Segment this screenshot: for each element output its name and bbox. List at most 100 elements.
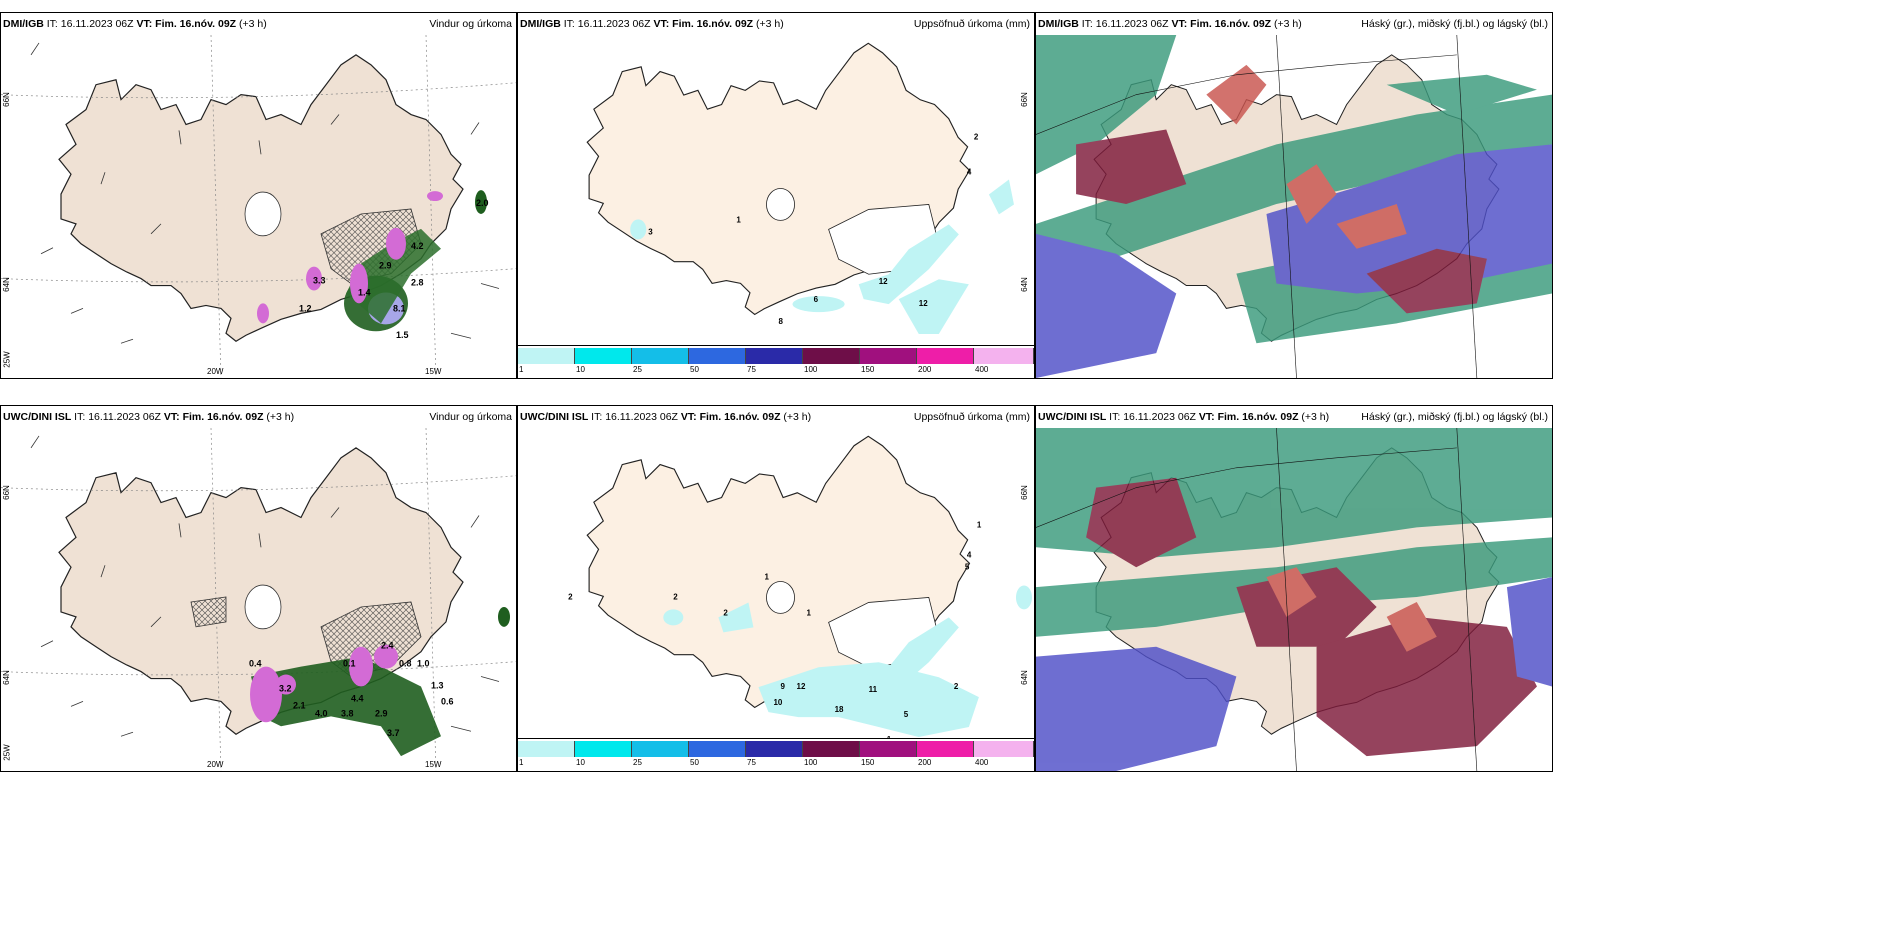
lat-label: 66N bbox=[1020, 92, 1030, 107]
accum-label: 1 bbox=[764, 573, 769, 582]
precip-label: 3.3 bbox=[313, 276, 326, 286]
precip-label: 1.0 bbox=[417, 659, 430, 669]
accum-label: 1 bbox=[736, 215, 741, 224]
lat-label: 64N bbox=[1020, 277, 1030, 292]
model-name: UWC/DINI ISL bbox=[3, 411, 72, 423]
panel-title: Vindur og úrkoma bbox=[429, 411, 512, 423]
accum-label: 3 bbox=[648, 227, 653, 236]
colorbar-segment bbox=[746, 348, 803, 364]
colorbar-segment bbox=[860, 348, 917, 364]
accum-label: 11 bbox=[869, 685, 878, 694]
colorbar-segment bbox=[974, 741, 1034, 757]
colorbar-tick: 75 bbox=[747, 365, 756, 374]
accum-precip-panel-uwc: UWC/DINI ISL IT: 16.11.2023 06Z VT: Fim.… bbox=[517, 405, 1035, 772]
lon-label: 25W bbox=[2, 351, 12, 368]
colorbar-tick: 50 bbox=[690, 365, 699, 374]
wind-precip-panel-dmi: DMI/IGB IT: 16.11.2023 06Z VT: Fim. 16.n… bbox=[0, 12, 517, 379]
accum-map: 2 3 1 6 12 12 8 4 66N 64N bbox=[518, 35, 1034, 346]
accum-label: 5 bbox=[904, 710, 909, 719]
precip-label: 0.4 bbox=[249, 659, 262, 669]
lat-label: 66N bbox=[1, 485, 11, 500]
accum-label: 1 bbox=[807, 608, 812, 617]
lat-label: 64N bbox=[1, 670, 11, 685]
precip-label: 1.4 bbox=[358, 288, 371, 298]
colorbar-segment bbox=[917, 741, 974, 757]
panel-title: Háský (gr.), miðský (fj.bl.) og lágský (… bbox=[1361, 18, 1548, 30]
panel-header: DMI/IGB IT: 16.11.2023 06Z VT: Fim. 16.n… bbox=[518, 13, 1034, 35]
lat-label: 66N bbox=[1020, 485, 1030, 500]
accum-label: 8 bbox=[779, 317, 784, 326]
precip-label: 8.1 bbox=[393, 303, 406, 313]
panel-header: UWC/DINI ISL IT: 16.11.2023 06Z VT: Fim.… bbox=[1, 406, 516, 428]
accum-label: 2 bbox=[723, 608, 728, 617]
precip-label: 3.2 bbox=[279, 683, 292, 693]
precip-label: 1.2 bbox=[299, 303, 312, 313]
precip-label: 4.0 bbox=[315, 708, 328, 718]
colorbar-tick: 75 bbox=[747, 758, 756, 767]
colorbar-tick: 10 bbox=[576, 365, 585, 374]
accum-label: 5 bbox=[965, 563, 970, 572]
model-name: UWC/DINI ISL bbox=[520, 411, 589, 423]
lon-label: 20W bbox=[207, 367, 224, 376]
colorbar-segment bbox=[917, 348, 974, 364]
colorbar-segment bbox=[575, 741, 632, 757]
accum-map: 2 2 2 1 1 9 12 18 11 10 2 5 1 5 2 4 5 1 … bbox=[518, 428, 1034, 739]
model-name: DMI/IGB bbox=[3, 18, 44, 30]
precip-label: 0.8 bbox=[399, 659, 412, 669]
colorbar-tick: 100 bbox=[804, 365, 818, 374]
lon-label: 15W bbox=[425, 760, 442, 769]
colorbar-tick: 200 bbox=[918, 758, 932, 767]
panel-header: DMI/IGB IT: 16.11.2023 06Z VT: Fim. 16.n… bbox=[1, 13, 516, 35]
accum-label: 2 bbox=[954, 682, 959, 691]
precip-label: 4.4 bbox=[351, 693, 364, 703]
colorbar-tick: 50 bbox=[690, 758, 699, 767]
accum-label: 2 bbox=[673, 592, 678, 601]
colorbar-segment bbox=[518, 348, 575, 364]
colorbar-tick: 150 bbox=[861, 365, 875, 374]
precip-label: 2.9 bbox=[379, 261, 392, 271]
colorbar-tick: 400 bbox=[975, 758, 989, 767]
accum-label: 12 bbox=[797, 682, 806, 691]
lat-label: 64N bbox=[1020, 670, 1030, 685]
panel-title: Uppsöfnuð úrkoma (mm) bbox=[913, 411, 1030, 423]
panel-header: UWC/DINI ISL IT: 16.11.2023 06Z VT: Fim.… bbox=[1036, 406, 1552, 428]
wind-map: 2.0 3.3 2.9 2.8 1.4 8.1 1.5 4.2 1.2 66N … bbox=[1, 35, 516, 378]
colorbar-tick: 25 bbox=[633, 758, 642, 767]
accum-label: 6 bbox=[814, 295, 819, 304]
colorbar-segment bbox=[803, 741, 860, 757]
lat-label: 66N bbox=[1, 92, 11, 107]
precip-label: 3.7 bbox=[387, 728, 400, 738]
accum-label: 9 bbox=[781, 682, 786, 691]
cloud-panel-dmi: DMI/IGB IT: 16.11.2023 06Z VT: Fim. 16.n… bbox=[1035, 12, 1553, 379]
accum-label: 10 bbox=[773, 698, 782, 707]
colorbar-tick: 25 bbox=[633, 365, 642, 374]
precip-label: 2.9 bbox=[375, 708, 388, 718]
colorbar-tick: 100 bbox=[804, 758, 818, 767]
lon-label: 25W bbox=[2, 744, 12, 761]
accum-label: 4 bbox=[967, 168, 972, 177]
colorbar-tick: 1 bbox=[519, 758, 524, 767]
cloud-map bbox=[1036, 428, 1552, 771]
lat-label: 64N bbox=[1, 277, 11, 292]
lon-label: 20W bbox=[207, 760, 224, 769]
precip-label: 2.8 bbox=[411, 278, 424, 288]
cloud-panel-uwc: UWC/DINI ISL IT: 16.11.2023 06Z VT: Fim.… bbox=[1035, 405, 1553, 772]
lon-label: 15W bbox=[425, 367, 442, 376]
wind-map: 0.4 0.1 0.8 1.0 4.4 3.8 2.9 3.7 1.3 2.4 … bbox=[1, 428, 516, 771]
panel-header: DMI/IGB IT: 16.11.2023 06Z VT: Fim. 16.n… bbox=[1036, 13, 1552, 35]
accum-label: 12 bbox=[879, 277, 888, 286]
precip-label: 2.0 bbox=[476, 198, 489, 208]
accum-label: 12 bbox=[919, 299, 928, 308]
accum-label: 1 bbox=[977, 521, 982, 530]
cloud-map bbox=[1036, 35, 1552, 378]
wind-precip-panel-uwc: UWC/DINI ISL IT: 16.11.2023 06Z VT: Fim.… bbox=[0, 405, 517, 772]
accum-label: 18 bbox=[835, 705, 844, 714]
colorbar-tick: 400 bbox=[975, 365, 989, 374]
colorbar-segment bbox=[632, 348, 689, 364]
colorbar-segment bbox=[575, 348, 632, 364]
precip-label: 4.2 bbox=[411, 241, 424, 251]
accum-precip-panel-dmi: DMI/IGB IT: 16.11.2023 06Z VT: Fim. 16.n… bbox=[517, 12, 1035, 379]
model-name: DMI/IGB bbox=[520, 18, 561, 30]
colorbar-tick: 200 bbox=[918, 365, 932, 374]
colorbar: 1 10 25 50 75 100 150 200 400 bbox=[518, 738, 1034, 771]
